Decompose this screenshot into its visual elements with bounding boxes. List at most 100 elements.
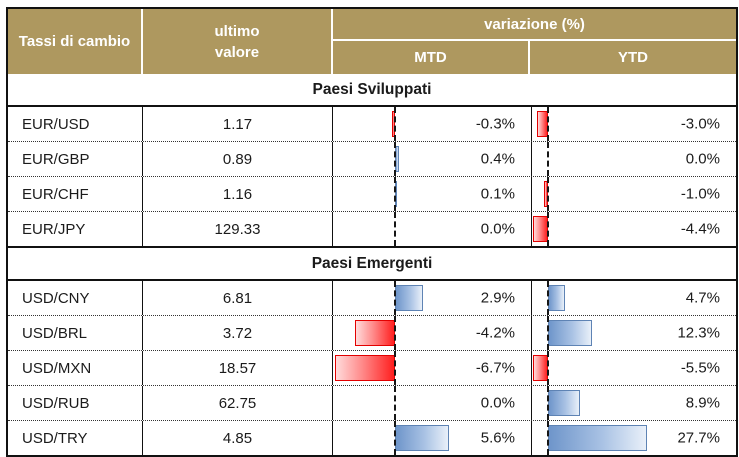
header-ultimo-line: ultimo [214, 22, 260, 40]
ytd-bar-cell: 0.0% [532, 142, 736, 176]
zero-axis [394, 316, 396, 350]
zero-axis [547, 386, 549, 420]
header-variazione: variazione (%) [333, 9, 736, 41]
table-row: EUR/CHF 1.16 0.1% -1.0% [8, 176, 736, 211]
variation-bar [548, 320, 592, 346]
table-row: USD/BRL 3.72 -4.2% 12.3% [8, 315, 736, 350]
table-row: USD/CNY 6.81 2.9% 4.7% [8, 281, 736, 315]
mtd-bar-cell: -4.2% [333, 316, 532, 350]
variation-label: -4.2% [475, 324, 515, 342]
variation-bar [533, 216, 548, 242]
zero-axis [547, 177, 549, 211]
variation-label: -5.5% [680, 359, 720, 377]
currency-pair-label: USD/CNY [8, 281, 143, 315]
header-valore-line: valore [214, 43, 260, 61]
variation-label: 5.6% [480, 429, 515, 447]
variation-label: 2.9% [480, 289, 515, 307]
last-value: 18.57 [143, 351, 333, 385]
zero-axis [547, 212, 549, 246]
zero-axis [547, 107, 549, 141]
ytd-bar-cell: -3.0% [532, 107, 736, 141]
variation-bar [395, 285, 423, 311]
mtd-bar-cell: 0.0% [333, 386, 532, 420]
mtd-bar-cell: 5.6% [333, 421, 532, 455]
currency-pair-label: EUR/GBP [8, 142, 143, 176]
variation-label: 12.3% [677, 324, 720, 342]
ytd-bar-cell: 27.7% [532, 421, 736, 455]
currency-pair-label: USD/BRL [8, 316, 143, 350]
ytd-bar-cell: 12.3% [532, 316, 736, 350]
variation-label: 0.0% [685, 150, 720, 168]
variation-bar [548, 425, 647, 451]
variation-label: 0.0% [480, 394, 515, 412]
variation-label: 0.4% [480, 150, 515, 168]
table-section: Paesi Sviluppati EUR/USD 1.17 -0.3% -3.0% EUR… [8, 74, 736, 246]
table-row: USD/RUB 62.75 0.0% 8.9% [8, 385, 736, 420]
section-title: Paesi Sviluppati [8, 74, 736, 107]
header-mtd: MTD [333, 41, 530, 74]
mtd-bar-cell: 0.0% [333, 212, 532, 246]
header-variation-subrow: MTD YTD [333, 41, 736, 74]
variation-label: 0.1% [480, 185, 515, 203]
last-value: 1.16 [143, 177, 333, 211]
mtd-bar-cell: 2.9% [333, 281, 532, 315]
currency-pair-label: USD/RUB [8, 386, 143, 420]
exchange-rates-table: Tassi di cambio ultimo valore variazione… [6, 7, 738, 457]
mtd-bar-cell: -0.3% [333, 107, 532, 141]
last-value: 1.17 [143, 107, 333, 141]
section-title: Paesi Emergenti [8, 246, 736, 281]
zero-axis [394, 107, 396, 141]
variation-label: 0.0% [480, 220, 515, 238]
table-row: EUR/GBP 0.89 0.4% 0.0% [8, 141, 736, 176]
variation-label: -0.3% [475, 115, 515, 133]
zero-axis [547, 316, 549, 350]
mtd-bar-cell: 0.1% [333, 177, 532, 211]
header-ytd: YTD [618, 49, 648, 66]
variation-bar [548, 285, 565, 311]
table-row: USD/TRY 4.85 5.6% 27.7% [8, 420, 736, 455]
zero-axis [394, 212, 396, 246]
variation-bar [335, 355, 395, 381]
last-value: 4.85 [143, 421, 333, 455]
variation-label: -6.7% [475, 359, 515, 377]
variation-label: 27.7% [677, 429, 720, 447]
zero-axis [394, 421, 396, 455]
variation-label: -3.0% [680, 115, 720, 133]
last-value: 0.89 [143, 142, 333, 176]
currency-pair-label: USD/MXN [8, 351, 143, 385]
currency-pair-label: EUR/JPY [8, 212, 143, 246]
zero-axis [547, 421, 549, 455]
variation-label: -1.0% [680, 185, 720, 203]
variation-label: 8.9% [685, 394, 720, 412]
header-tassi-di-cambio: Tassi di cambio [8, 9, 143, 74]
zero-axis [547, 142, 549, 176]
table-section: Paesi Emergenti USD/CNY 6.81 2.9% 4.7% USD/BR… [8, 246, 736, 455]
ytd-bar-cell: -5.5% [532, 351, 736, 385]
mtd-bar-cell: 0.4% [333, 142, 532, 176]
variation-bar [395, 425, 449, 451]
ytd-bar-cell: -4.4% [532, 212, 736, 246]
currency-pair-label: EUR/USD [8, 107, 143, 141]
variation-label: 4.7% [685, 289, 720, 307]
table-row: EUR/JPY 129.33 0.0% -4.4% [8, 211, 736, 246]
zero-axis [547, 351, 549, 385]
ytd-bar-cell: 8.9% [532, 386, 736, 420]
last-value: 129.33 [143, 212, 333, 246]
variation-label: -4.4% [680, 220, 720, 238]
variation-bar [354, 320, 395, 346]
table-header: Tassi di cambio ultimo valore variazione… [8, 9, 736, 74]
currency-pair-label: EUR/CHF [8, 177, 143, 211]
currency-pair-label: USD/TRY [8, 421, 143, 455]
table-row: USD/MXN 18.57 -6.7% -5.5% [8, 350, 736, 385]
header-variation-group: variazione (%) MTD YTD [333, 9, 736, 74]
zero-axis [394, 142, 396, 176]
mtd-bar-cell: -6.7% [333, 351, 532, 385]
variation-bar [548, 390, 580, 416]
ytd-bar-cell: -1.0% [532, 177, 736, 211]
header-ultimo-valore: ultimo valore [143, 9, 333, 74]
table-body: Paesi Sviluppati EUR/USD 1.17 -0.3% -3.0% EUR… [8, 74, 736, 455]
zero-axis [394, 351, 396, 385]
variation-bar [533, 355, 548, 381]
zero-axis [394, 386, 396, 420]
ytd-bar-cell: 4.7% [532, 281, 736, 315]
